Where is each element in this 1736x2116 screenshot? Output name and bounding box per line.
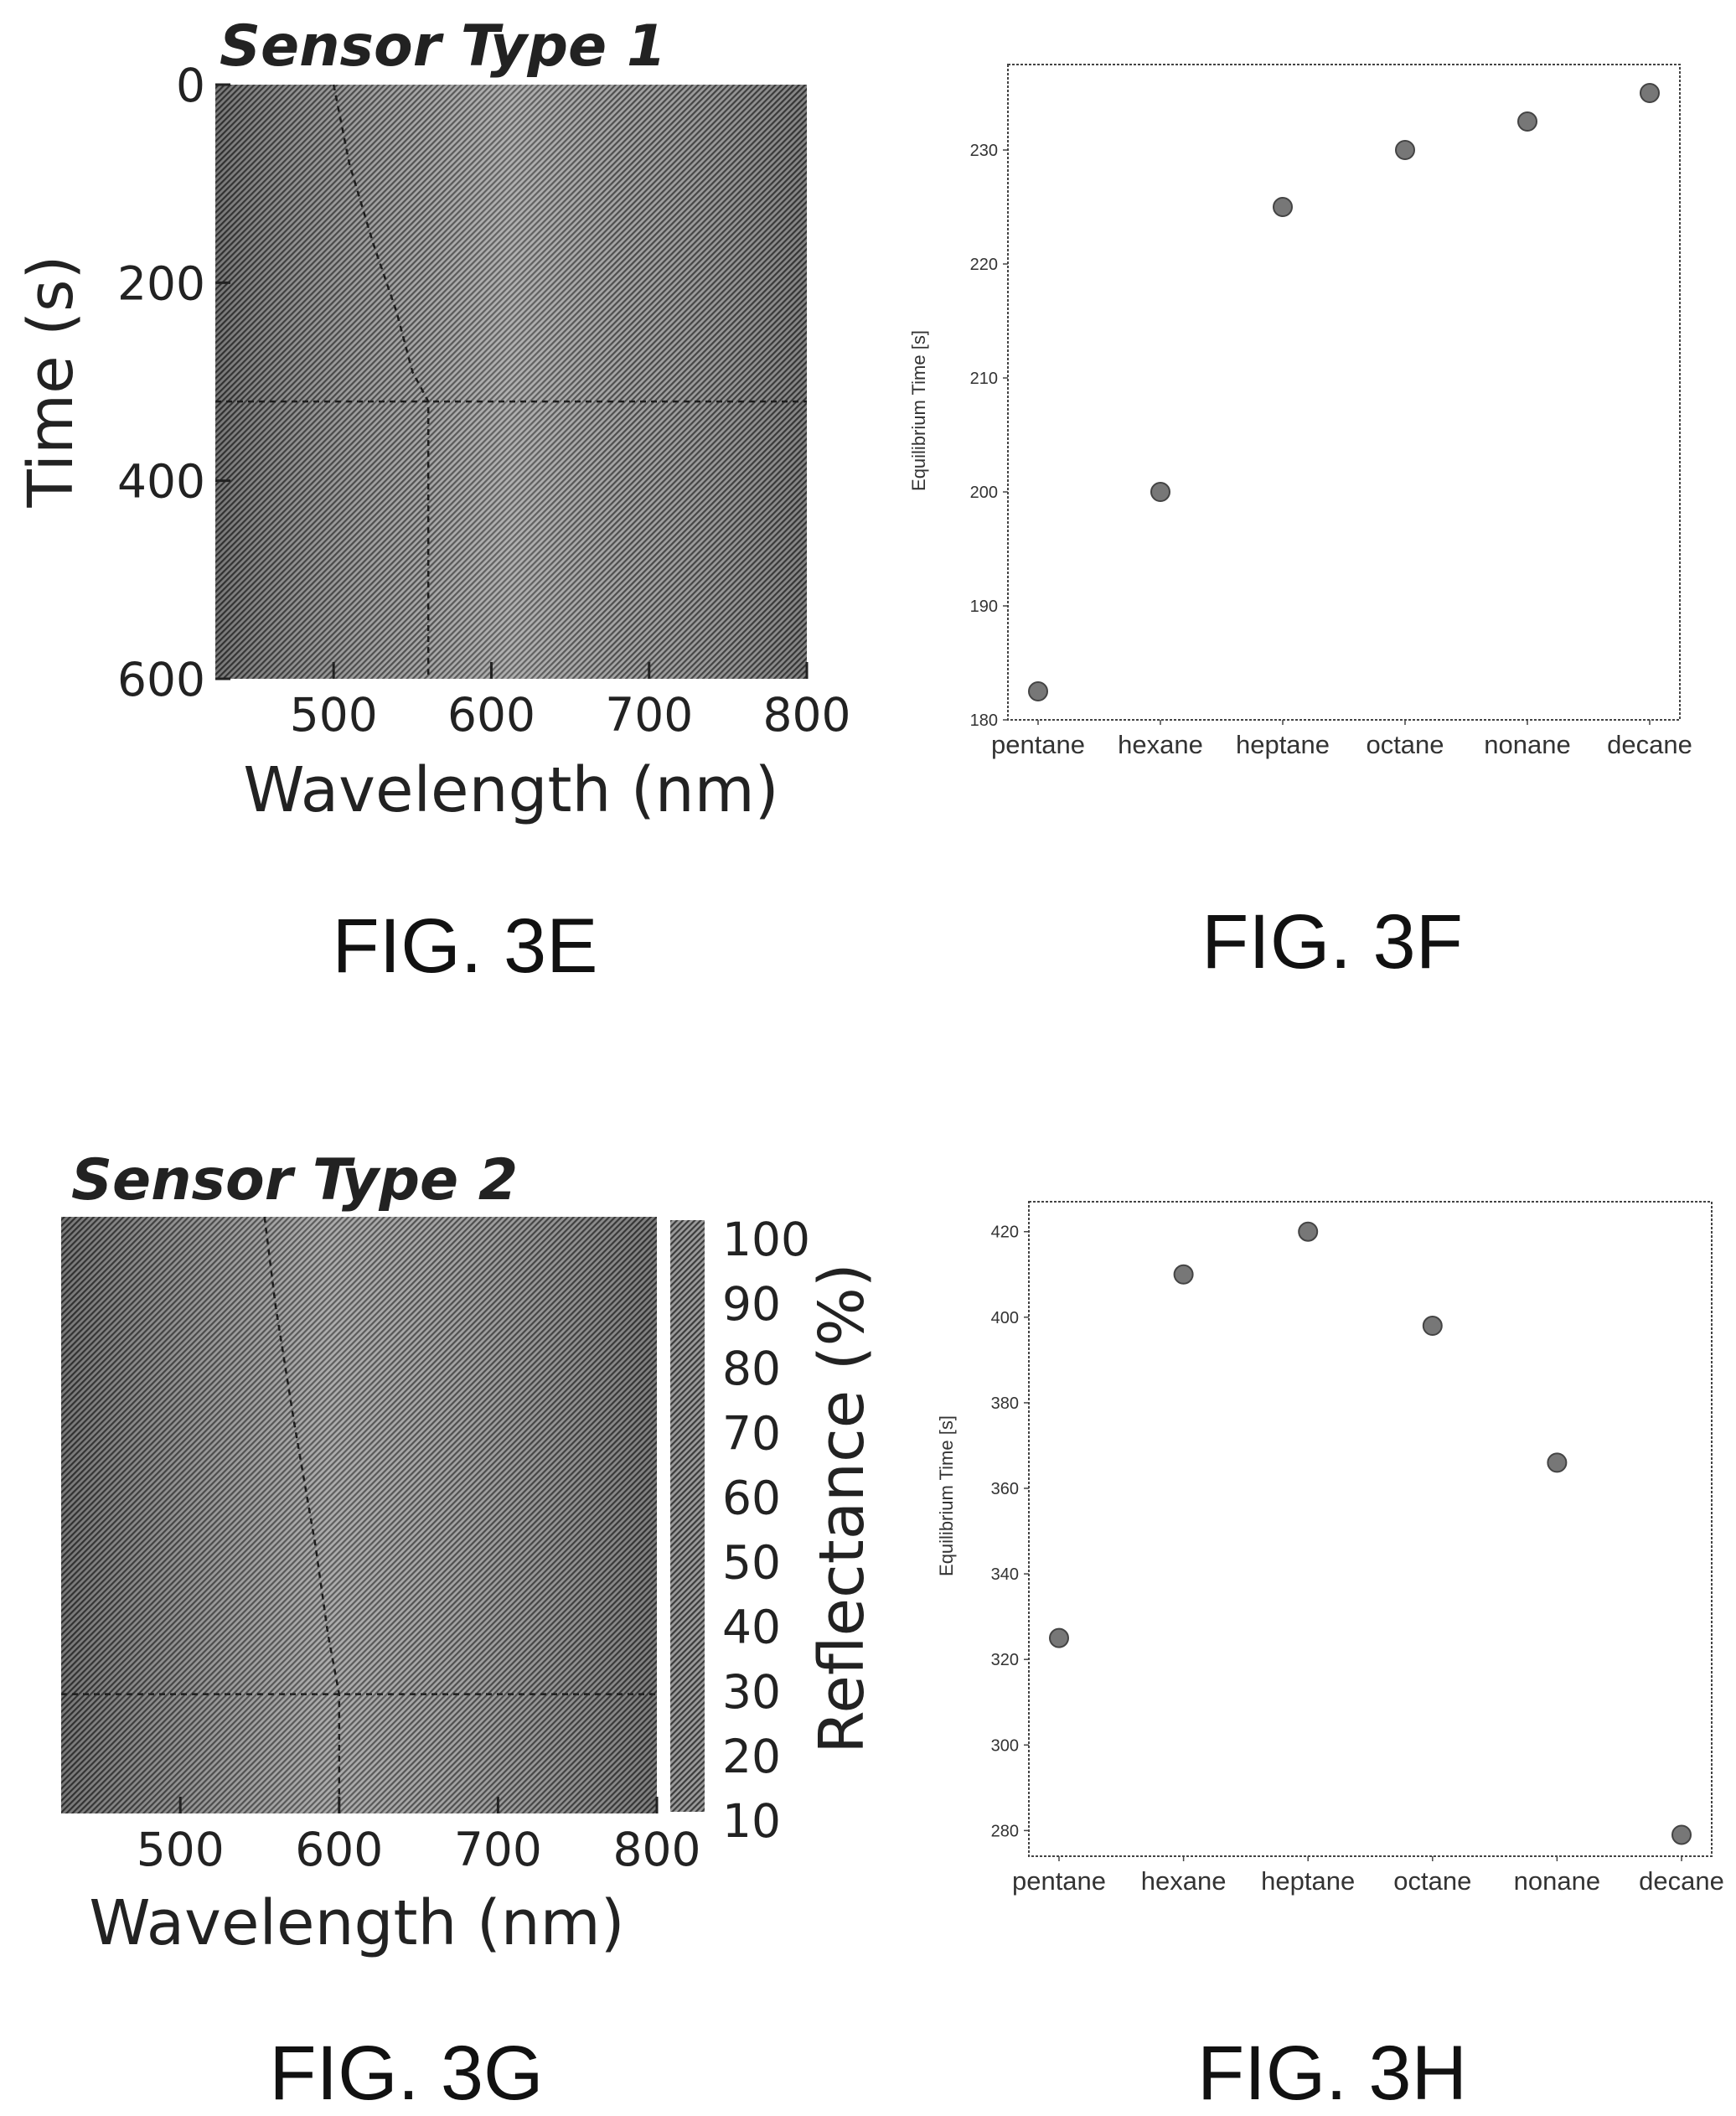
colorbar-tick-label: 100 (722, 1213, 810, 1266)
chart-fig3g: Sensor Type 2 500 600 700 800 100 90 80 70 60 50… (61, 1147, 878, 1959)
data-point-heptane (1298, 1221, 1319, 1242)
data-point-decane (1671, 1824, 1692, 1845)
guide-curve (332, 84, 430, 679)
y-tick-label: 280 (991, 1822, 1019, 1840)
data-point-nonane (1517, 111, 1537, 132)
x-tick-label: pentane (1012, 1866, 1106, 1896)
y-tick-label: 220 (970, 256, 998, 274)
y-tick-label: 400 (117, 455, 205, 509)
fig3e-y-label: Time (s) (15, 256, 87, 509)
chart-fig3h: 280 300 320 340 360 380 400 420 pentane hexane he… (936, 1201, 1724, 1896)
y-tick-label: 380 (991, 1394, 1019, 1413)
fig3f-y-label: Equilibrium Time [s] (908, 330, 929, 491)
data-point-octane (1422, 1316, 1443, 1337)
caption-fig3f: FIG. 3F (1201, 899, 1463, 985)
colorbar-tick-label: 70 (722, 1406, 781, 1460)
x-tick-label: hexane (1118, 730, 1203, 759)
fig3g-colorbar-label: Reflectance (%) (806, 1263, 878, 1754)
fig3h-y-ticks: 280 300 320 340 360 380 400 420 (991, 1224, 1029, 1840)
caption-fig3g: FIG. 3G (269, 2031, 543, 2116)
y-tick-label: 400 (991, 1309, 1019, 1327)
fig3g-colorbar-ticks: 100 90 80 70 60 50 40 30 20 10 (722, 1213, 810, 1848)
fig3e-guides (215, 84, 807, 679)
chart-fig3e: Sensor Type 1 500 600 700 800 0 200 400 600 Wa… (15, 13, 850, 826)
x-tick-label: decane (1607, 730, 1692, 759)
y-tick-label: 360 (991, 1480, 1019, 1498)
colorbar-tick-label: 90 (722, 1277, 781, 1331)
x-tick-label: 600 (295, 1823, 383, 1876)
fig3e-title: Sensor Type 1 (220, 13, 666, 80)
x-tick-label: decane (1639, 1866, 1724, 1896)
x-tick-label: heptane (1236, 730, 1330, 759)
data-point-octane (1395, 140, 1415, 160)
data-point-pentane (1028, 681, 1048, 701)
y-tick-label: 0 (176, 59, 205, 112)
fig3e-x-label: Wavelength (nm) (243, 754, 778, 826)
y-tick-label: 230 (970, 142, 998, 160)
data-point-nonane (1547, 1452, 1568, 1473)
y-tick-label: 200 (970, 484, 998, 502)
fig3e-heatmap-shade (215, 85, 807, 679)
fig3g-colorbar (670, 1220, 705, 1812)
x-tick-label: hexane (1141, 1866, 1227, 1896)
fig3e-x-ticks: 500 600 700 800 (290, 662, 851, 742)
y-tick-label: 600 (117, 653, 205, 706)
y-tick-label: 200 (117, 256, 205, 310)
x-tick-label: 700 (605, 688, 693, 742)
data-point-heptane (1273, 197, 1293, 217)
fig3g-heatmap-shade (61, 1217, 657, 1813)
x-tick-label: 800 (763, 688, 851, 742)
x-tick-label: 500 (137, 1823, 225, 1876)
colorbar-tick-label: 30 (722, 1665, 781, 1719)
fig3g-x-label: Wavelength (nm) (89, 1887, 624, 1959)
data-point-pentane (1049, 1627, 1069, 1648)
x-tick-label: heptane (1261, 1866, 1355, 1896)
fig3f-plot-frame (1007, 64, 1681, 721)
y-tick-label: 340 (991, 1565, 1019, 1584)
y-tick-label: 210 (970, 370, 998, 388)
colorbar-tick-label: 80 (722, 1342, 781, 1395)
y-tick-label: 180 (970, 711, 998, 730)
colorbar-tick-label: 60 (722, 1471, 781, 1524)
chart-fig3f: 180 190 200 210 220 230 pentane hexane heptane o… (908, 64, 1692, 759)
y-tick-label: 190 (970, 598, 998, 616)
colorbar-tick-label: 50 (722, 1536, 781, 1590)
fig3g-title: Sensor Type 2 (71, 1147, 518, 1213)
x-tick-label: 600 (447, 688, 535, 742)
caption-fig3h: FIG. 3H (1197, 2031, 1467, 2116)
data-point-hexane (1173, 1264, 1194, 1285)
fig3e-y-ticks: 0 200 400 600 (117, 59, 230, 706)
y-tick-label: 420 (991, 1224, 1019, 1242)
fig3h-y-label: Equilibrium Time [s] (936, 1415, 957, 1576)
caption-fig3e: FIG. 3E (333, 903, 598, 989)
x-tick-label: 800 (613, 1823, 701, 1876)
x-tick-label: octane (1366, 730, 1444, 759)
x-tick-label: nonane (1514, 1866, 1600, 1896)
fig3h-points (1049, 1221, 1692, 1845)
fig3g-guides (61, 1216, 657, 1813)
colorbar-tick-label: 20 (722, 1730, 781, 1783)
x-tick-label: octane (1393, 1866, 1471, 1896)
data-point-hexane (1150, 482, 1170, 502)
x-tick-label: nonane (1484, 730, 1570, 759)
y-tick-label: 320 (991, 1651, 1019, 1669)
data-point-decane (1640, 83, 1660, 103)
fig3h-plot-frame (1028, 1201, 1713, 1857)
y-tick-label: 300 (991, 1736, 1019, 1755)
colorbar-tick-label: 40 (722, 1601, 781, 1654)
x-tick-label: pentane (991, 730, 1085, 759)
fig3h-x-ticks: pentane hexane heptane octane nonane decane (1012, 1856, 1724, 1896)
colorbar-tick-label: 10 (722, 1794, 781, 1848)
fig3g-x-ticks: 500 600 700 800 (137, 1797, 701, 1876)
fig3f-points (1028, 83, 1660, 701)
x-tick-label: 700 (454, 1823, 542, 1876)
fig3f-x-ticks: pentane hexane heptane octane nonane decane (991, 720, 1692, 759)
x-tick-label: 500 (290, 688, 378, 742)
fig3f-y-ticks: 180 190 200 210 220 230 (970, 142, 1008, 730)
